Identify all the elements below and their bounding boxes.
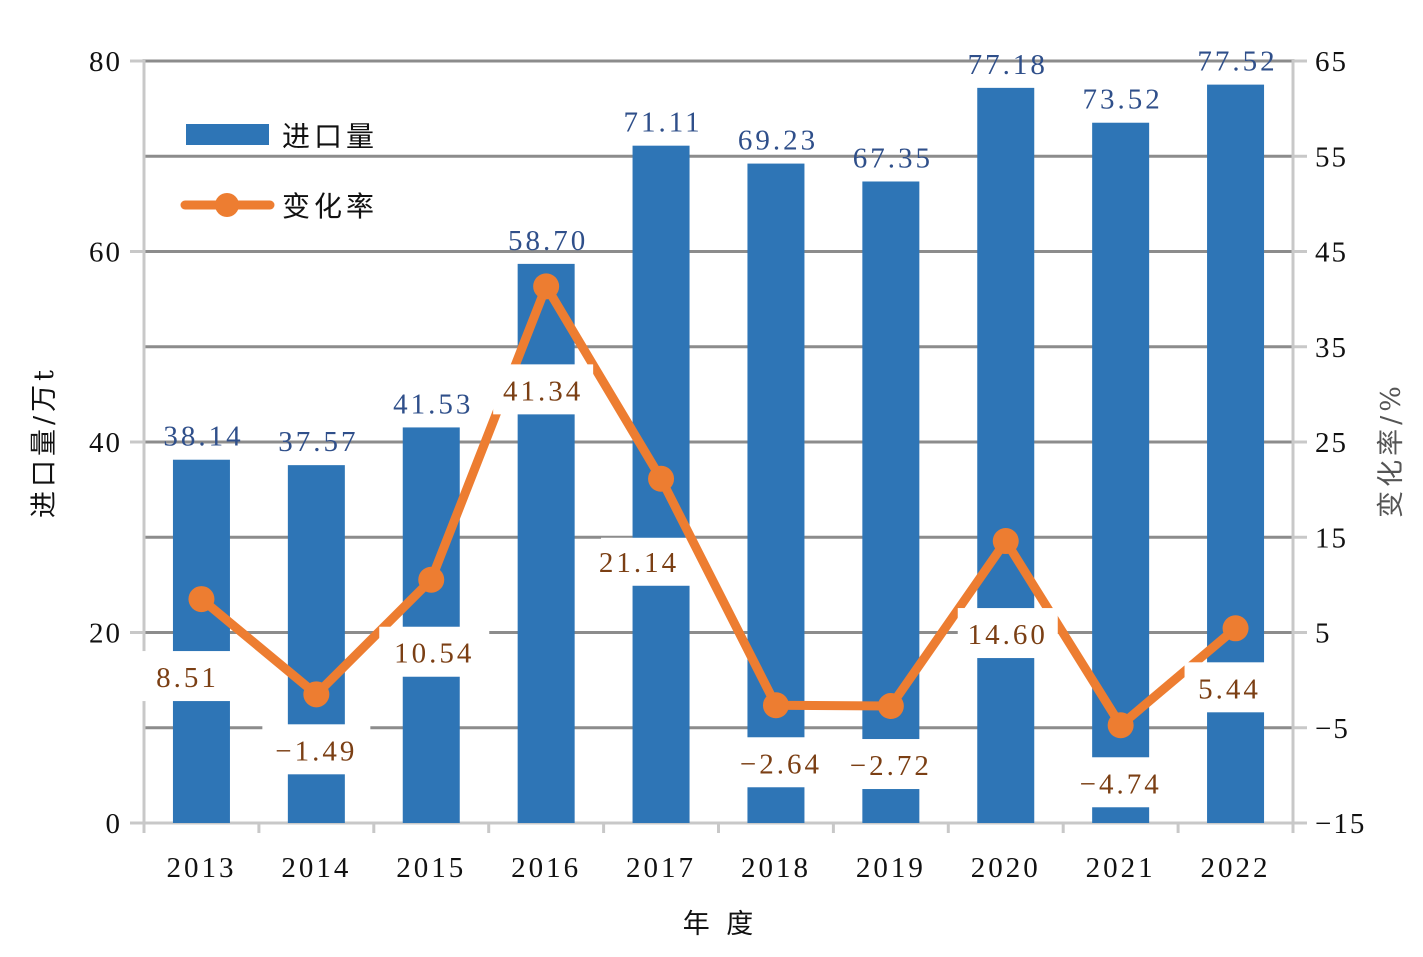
x-tick-label: 2014 (281, 852, 351, 884)
line-value-label: 5.44 (1198, 673, 1261, 705)
line-label-box (728, 737, 833, 788)
x-tick-label: 2013 (166, 852, 236, 884)
y-tick-label-right: 5 (1315, 618, 1332, 650)
y-tick-label-left: 20 (89, 618, 122, 650)
rate-marker (762, 692, 789, 719)
label-boxes-under-line (601, 537, 692, 586)
x-tick-label: 2015 (396, 852, 466, 884)
y-tick-label-left: 80 (89, 46, 122, 78)
line-value-label: 21.14 (599, 547, 679, 579)
line-value-label: 8.51 (156, 662, 219, 694)
y-tick-label-left: 40 (89, 427, 122, 459)
rate-marker (1107, 712, 1134, 739)
legend-swatch-import (186, 124, 269, 145)
line-value-label: 10.54 (394, 638, 474, 670)
y-tick-label-right: 25 (1315, 427, 1348, 459)
y-tick-label-left: 60 (89, 237, 122, 269)
y-tick-label-right: −5 (1315, 713, 1350, 745)
x-tick-label: 2016 (511, 852, 581, 884)
line-label-box (1184, 662, 1275, 713)
bar (517, 263, 575, 823)
line-label-box (262, 724, 371, 775)
line-value-label: −4.74 (1080, 768, 1162, 800)
line-series (188, 273, 1249, 739)
rate-marker (303, 681, 330, 708)
legend-label-rate: 变化率 (282, 190, 378, 223)
line-label-box (838, 739, 943, 790)
rate-marker (1222, 615, 1249, 642)
legend-label-import: 进口量 (282, 120, 378, 153)
line-value-label: −2.72 (850, 750, 932, 782)
line-value-label: 41.34 (503, 375, 583, 407)
y-axis-title-left: 进口量/万t (29, 366, 60, 518)
bar-value-label: 77.18 (968, 49, 1048, 81)
y-tick-label-right: 45 (1315, 237, 1348, 269)
line-label-box (601, 537, 692, 586)
line-label-box (493, 364, 594, 415)
legend-marker-icon (215, 193, 239, 217)
rate-marker (188, 586, 215, 613)
bar-value-label: 41.53 (393, 388, 473, 420)
bar (402, 427, 460, 823)
bar-series (172, 84, 1265, 824)
bar (977, 87, 1035, 824)
y-tick-label-right: 55 (1315, 141, 1348, 173)
line-label-box (957, 608, 1058, 659)
x-axis-title: 年 度 (683, 909, 758, 940)
rate-marker (992, 528, 1019, 555)
y-axis-title-right: 变化率/% (1376, 382, 1407, 518)
bar (172, 459, 230, 823)
rate-line (198, 281, 1239, 730)
bar (747, 163, 805, 824)
rate-marker (533, 273, 560, 300)
bar-value-label: 38.14 (163, 421, 243, 453)
rate-marker (877, 693, 904, 720)
x-tick-label: 2018 (741, 852, 811, 884)
bar-value-label: 73.52 (1083, 84, 1163, 116)
line-value-label: 14.60 (968, 619, 1048, 651)
y-tick-label-right: 15 (1315, 522, 1348, 554)
line-label-box (137, 651, 238, 702)
line-value-label: −1.49 (275, 735, 357, 767)
bar-value-label: 58.70 (508, 225, 588, 257)
bar-value-label: 77.52 (1197, 46, 1277, 78)
rate-marker (648, 465, 675, 492)
y-tick-label-left: 0 (106, 808, 123, 840)
x-tick-label: 2020 (971, 852, 1041, 884)
line-label-box (1067, 757, 1174, 808)
bar (862, 181, 920, 823)
legend: 进口量 变化率 (180, 120, 378, 223)
bar-value-label: 71.11 (623, 107, 702, 139)
y-tick-label-right: 65 (1315, 46, 1348, 78)
y-tick-label-right: 35 (1315, 332, 1348, 364)
bar-value-label: 67.35 (853, 142, 933, 174)
data-labels: 38.14 37.57 41.53 58.70 71.11 69.23 67.35 77.18… (137, 46, 1277, 808)
line-value-label: −2.64 (740, 748, 822, 780)
x-tick-label: 2022 (1201, 852, 1271, 884)
x-tick-label: 2017 (626, 852, 696, 884)
bar-value-label: 37.57 (278, 426, 358, 458)
rate-marker (418, 566, 445, 593)
x-tick-label: 2021 (1086, 852, 1156, 884)
line-label-box (379, 626, 490, 677)
x-tick-label: 2019 (856, 852, 926, 884)
y-tick-label-right: −15 (1315, 808, 1366, 840)
bar-value-label: 69.23 (738, 125, 818, 157)
